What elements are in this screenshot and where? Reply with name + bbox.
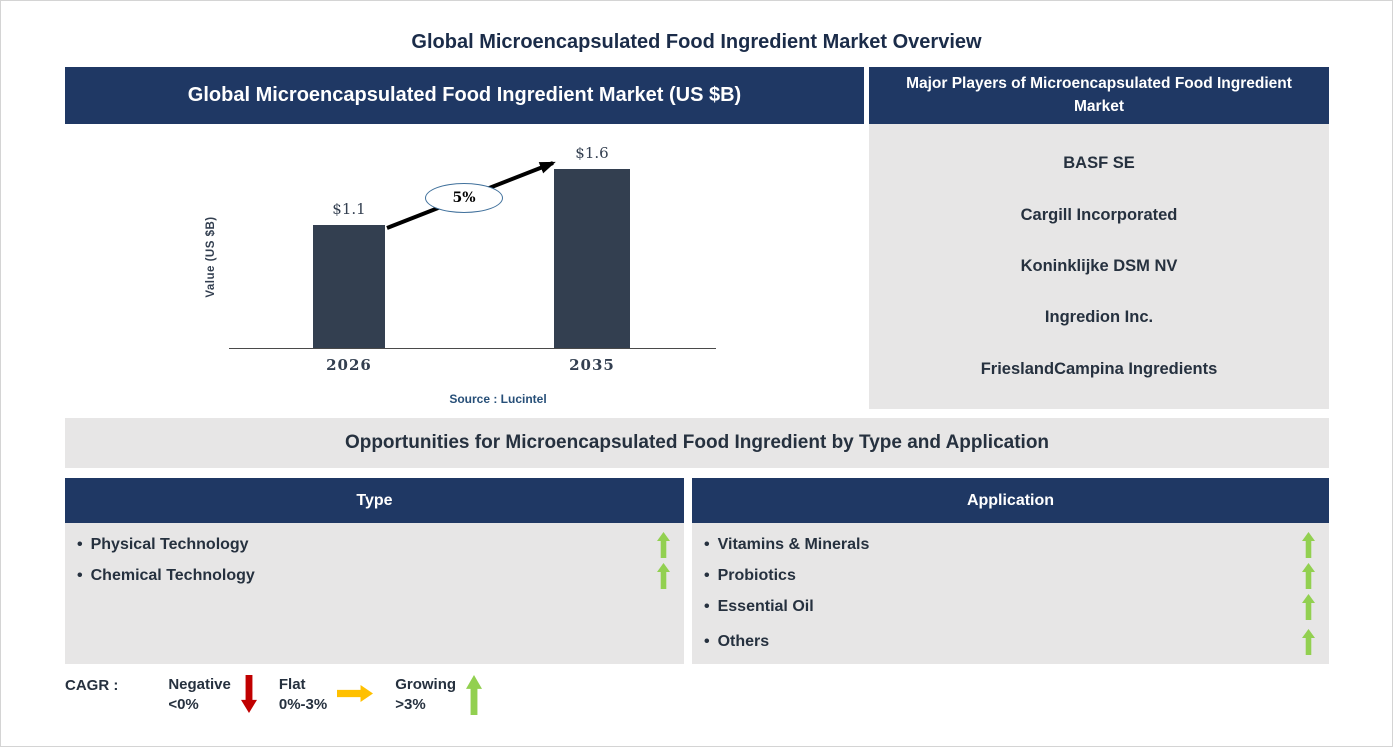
plot-area: $1.1 $1.6 [65,124,864,348]
players-header: Major Players of Microencapsulated Food … [869,67,1329,124]
player-item: BASF SE [1063,154,1135,173]
type-column-body: Physical Technology Chemical Technology [65,523,684,664]
type-column-header: Type [65,478,684,523]
legend-negative-name: Negative [168,676,231,693]
player-item: Ingredion Inc. [1044,308,1154,327]
growing-up-arrow-icon [657,531,670,558]
bar-2035 [554,169,630,348]
player-item: Cargill Incorporated [1020,205,1178,224]
application-row: Essential Oil [692,591,1329,622]
application-column-header: Application [692,478,1329,523]
application-item-label: Vitamins & Minerals [704,536,870,554]
type-row: Chemical Technology [65,560,684,591]
growing-up-arrow-icon [466,675,483,715]
application-row: Others [692,626,1329,657]
cagr-legend-label: CAGR : [65,677,119,694]
cagr-legend: CAGR : Negative <0% Flat 0%-3% Growing >… [65,675,504,715]
legend-flat-range: 0%-3% [278,695,328,713]
negative-down-arrow-icon [240,675,257,713]
bar-value-2035: $1.6 [575,144,609,162]
market-bar-chart: Value (US $B) $1.1 $1.6 2026 2035 5% [65,124,864,417]
type-item-label: Chemical Technology [77,567,255,585]
bar-value-2026: $1.1 [332,200,366,218]
legend-item-growing: Growing >3% [395,675,483,715]
market-chart-header: Global Microencapsulated Food Ingredient… [65,67,864,124]
application-row: Probiotics [692,560,1329,591]
legend-flat-name: Flat [278,676,306,693]
cagr-badge: 5% [425,183,503,213]
bar-group-2035: $1.6 [554,144,630,348]
legend-growing-range: >3% [395,695,426,713]
growing-up-arrow-icon [1302,593,1315,620]
x-tick-2026: 2026 [326,356,372,374]
source-note: Source : Lucintel [449,392,547,406]
application-column-body: Vitamins & Minerals Probiotics Essential… [692,523,1329,664]
application-item-label: Probiotics [704,567,796,585]
x-tick-2035: 2035 [569,356,615,374]
growing-up-arrow-icon [1302,562,1315,589]
legend-item-negative: Negative <0% [168,675,257,714]
application-item-label: Essential Oil [704,598,814,616]
legend-growing-name: Growing [395,676,457,693]
legend-negative-range: <0% [168,695,199,713]
growing-up-arrow-icon [1302,531,1315,558]
type-row: Physical Technology [65,529,684,560]
players-list: BASF SE Cargill Incorporated Koninklijke… [869,124,1329,409]
page-title: Global Microencapsulated Food Ingredient… [411,31,982,53]
application-item-label: Others [704,633,770,651]
type-item-label: Physical Technology [77,536,249,554]
cagr-badge-value: 5% [452,190,476,206]
bar-group-2026: $1.1 [313,200,385,348]
player-item: Koninklijke DSM NV [1020,256,1178,275]
flat-right-arrow-icon [337,685,374,702]
bar-2026 [313,225,385,348]
legend-item-flat: Flat 0%-3% [278,675,374,714]
x-axis-line [229,348,716,349]
application-row: Vitamins & Minerals [692,529,1329,560]
player-item: FrieslandCampina Ingredients [980,359,1218,378]
growing-up-arrow-icon [657,562,670,589]
growing-up-arrow-icon [1302,628,1315,655]
opportunities-banner: Opportunities for Microencapsulated Food… [65,418,1329,468]
